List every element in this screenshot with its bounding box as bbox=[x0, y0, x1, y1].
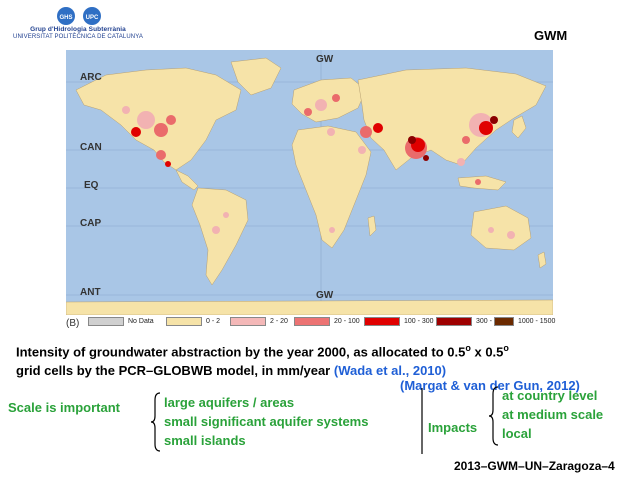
legend-swatch bbox=[230, 317, 266, 326]
south-america bbox=[191, 187, 249, 286]
legend-swatch bbox=[364, 317, 400, 326]
legend-label: 20 - 100 bbox=[334, 318, 360, 325]
legend-label: 100 - 300 bbox=[404, 318, 434, 325]
australia bbox=[470, 205, 532, 251]
lat-label-capricorn: CAP bbox=[80, 218, 102, 229]
antarctica bbox=[66, 299, 553, 315]
header-tag: GWM bbox=[534, 28, 568, 43]
scale-brace-icon bbox=[150, 392, 161, 452]
figure-caption: Intensity of groundwater abstraction by … bbox=[16, 339, 628, 380]
impacts-left-bar-icon bbox=[421, 388, 423, 454]
impacts-list: at country level at medium scale local bbox=[502, 386, 603, 443]
legend-label: 0 - 2 bbox=[206, 318, 221, 325]
caption-reference: (Wada et al., 2010) bbox=[333, 363, 447, 379]
lat-label-antarctic: ANT bbox=[80, 287, 101, 298]
slide-footer: 2013–GWM–UN–Zaragoza–4 bbox=[454, 459, 615, 473]
madagascar bbox=[367, 215, 377, 237]
land-masses bbox=[66, 57, 553, 315]
legend-swatch bbox=[494, 317, 514, 326]
lat-label-arctic: ARC bbox=[80, 72, 102, 83]
scale-label: Scale is important bbox=[8, 400, 120, 415]
impacts-item: at country level bbox=[502, 388, 598, 403]
world-map bbox=[66, 50, 553, 315]
caption-text: Intensity of groundwater abstraction by … bbox=[16, 344, 466, 360]
legend-label: 2 - 20 bbox=[270, 318, 288, 325]
degree-mark: o bbox=[465, 343, 471, 353]
lat-label-cancer: CAN bbox=[80, 142, 102, 153]
scale-item: small islands bbox=[164, 433, 246, 448]
panel-label: (B) bbox=[66, 318, 80, 329]
legend-label: 1000 - 1500 bbox=[518, 318, 556, 325]
world-map-figure: ARC CAN EQ CAP ANT GW GW (B) bbox=[66, 50, 553, 335]
legend-swatch bbox=[88, 317, 124, 326]
map-legend: No Data 0 - 2 2 - 20 20 - 100 100 - 300 … bbox=[88, 316, 555, 328]
indonesia bbox=[457, 175, 507, 191]
logo-badge-left: GHS bbox=[59, 15, 72, 21]
legend-swatch bbox=[294, 317, 330, 326]
ghs-upc-logo: GHS UPC Grup d'Hidrologia Subterrània UN… bbox=[8, 4, 148, 42]
central-america bbox=[175, 169, 199, 191]
greenwich-label-bottom: GW bbox=[316, 290, 334, 301]
scale-item: small significant aquifer systems bbox=[164, 414, 369, 429]
legend-label: No Data bbox=[128, 318, 154, 325]
degree-mark: o bbox=[503, 343, 509, 353]
impacts-brace-icon bbox=[488, 386, 499, 446]
caption-line-1: Intensity of groundwater abstraction by … bbox=[16, 339, 628, 361]
caption-text: grid cells by the PCR–GLOBWB model, in m… bbox=[16, 363, 334, 379]
new-zealand bbox=[537, 251, 547, 269]
scale-item: large aquifers / areas bbox=[164, 395, 295, 410]
japan bbox=[511, 115, 527, 139]
impacts-item: at medium scale bbox=[502, 407, 604, 422]
logo-org-name: Grup d'Hidrologia Subterrània bbox=[30, 26, 126, 33]
source-reference: (Margat & van der Gun, 2012) bbox=[400, 378, 580, 393]
legend-swatch bbox=[166, 317, 202, 326]
caption-line-2: grid cells by the PCR–GLOBWB model, in m… bbox=[16, 361, 628, 380]
impacts-item: local bbox=[502, 426, 532, 441]
greenwich-label-top: GW bbox=[316, 54, 334, 65]
lat-label-equator: EQ bbox=[84, 180, 99, 191]
abstraction-hotspots bbox=[122, 94, 515, 239]
caption-text: x 0.5 bbox=[470, 344, 504, 360]
legend-swatch bbox=[436, 317, 472, 326]
north-america bbox=[75, 67, 242, 171]
logo-badges-icon: GHS UPC bbox=[57, 7, 101, 25]
africa bbox=[291, 125, 372, 249]
greenland bbox=[230, 57, 282, 96]
logo-badge-right: UPC bbox=[86, 15, 99, 21]
legend-label: 300 - 1000 bbox=[476, 318, 510, 325]
scale-list: large aquifers / areas small significant… bbox=[164, 393, 368, 450]
logo-university-name: UNIVERSITAT POLITÈCNICA DE CATALUNYA bbox=[13, 34, 143, 40]
impacts-label: Impacts bbox=[428, 420, 478, 435]
